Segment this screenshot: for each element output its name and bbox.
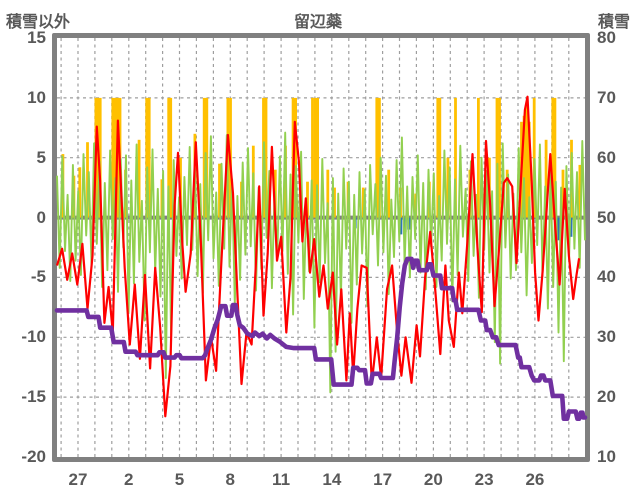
x-axis-day-label: 5 (174, 470, 185, 489)
left-axis-tick-label: 10 (27, 87, 46, 107)
right-axis-tick-label: 80 (597, 28, 616, 47)
left-axis-tick-label: 5 (36, 147, 46, 167)
right-axis-tick-label: 20 (597, 387, 616, 407)
right-axis-tick-label: 40 (597, 267, 616, 287)
x-axis-day-label: 27 (68, 470, 88, 489)
left-axis-tick-label: 0 (36, 207, 46, 227)
right-axis-tick-label: 70 (597, 87, 616, 107)
x-axis-day-label: 14 (322, 470, 342, 489)
left-axis-title: 積雪以外 (6, 14, 71, 31)
right-axis-tick-label: 60 (597, 147, 616, 167)
x-axis-day-label: 17 (373, 470, 393, 489)
x-axis-day-label: 8 (225, 470, 236, 489)
chart-title-station: 留辺蘂 (293, 14, 343, 31)
chart-plot-svg (54, 38, 588, 462)
x-axis-day-label: 2 (124, 470, 134, 489)
x-axis-day-label: 23 (474, 470, 494, 489)
left-axis-tick-label: -20 (21, 447, 46, 466)
x-axis-day-label: 11 (272, 470, 291, 489)
right-axis-tick-label: 30 (597, 327, 616, 347)
x-axis-day-label: 20 (423, 470, 443, 489)
left-axis-tick-label: 15 (27, 28, 46, 47)
right-axis-tick-label: 10 (597, 447, 616, 466)
left-axis-tick-label: -5 (30, 267, 46, 287)
x-axis-day-label: 26 (525, 470, 545, 489)
right-axis-tick-label: 50 (597, 207, 616, 227)
left-axis-tick-label: -15 (21, 387, 46, 407)
right-axis-title: 積雪 (597, 14, 630, 31)
left-axis-tick-label: -10 (21, 327, 46, 347)
